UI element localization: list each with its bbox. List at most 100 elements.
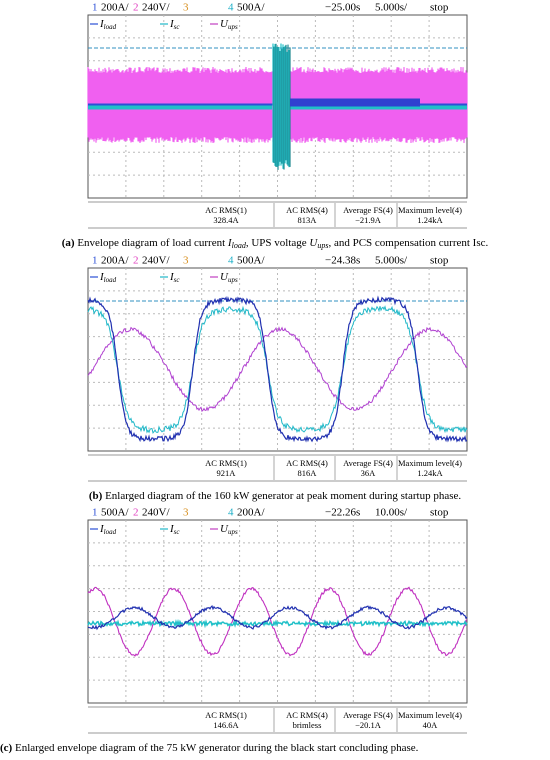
timebase: 10.00s/ (375, 507, 408, 519)
measure-label: AC RMS(1) (205, 458, 247, 468)
caption: (c) Enlarged envelope diagram of the 75 … (0, 742, 419, 754)
caption-segment: (b) (89, 490, 103, 502)
channel-number: 3 (183, 255, 189, 267)
channel-scale: 240V/ (142, 255, 170, 267)
load-current (87, 295, 468, 443)
legend-subscript: ups (228, 276, 238, 284)
caption: (a) Envelope diagram of load current Ilo… (62, 237, 489, 250)
measure-value: 813A (298, 215, 318, 225)
caption-segment: Enlarged diagram of the 160 kW generator… (102, 490, 461, 502)
measure-label: AC RMS(4) (286, 458, 328, 468)
status: stop (430, 255, 449, 267)
channel-number: 4 (228, 255, 234, 267)
measure-value: 40A (423, 720, 439, 730)
channel-scale: 200A/ (101, 255, 129, 267)
measure-value: 328.4A (213, 215, 239, 225)
legend-subscript: sc (174, 528, 181, 536)
channel-number: 3 (183, 2, 189, 14)
channel-scale: 500A/ (101, 507, 129, 519)
legend-symbol: U (220, 523, 229, 535)
caption-segment: Enlarged envelope diagram of the 75 kW g… (12, 742, 418, 754)
delay: −25.00s (325, 2, 360, 14)
channel-scale: 500A/ (237, 255, 265, 267)
waveforms (87, 295, 468, 443)
legend-subscript: load (104, 528, 117, 536)
caption-segment: ups (317, 241, 328, 250)
measure-label: AC RMS(1) (205, 205, 247, 215)
panel: 1 200A/2 240V/3 4 500A/ −24.38s 5.000s/stop Ilo… (87, 255, 468, 502)
measure-value: 1.24kA (417, 215, 443, 225)
measure-value: 146.6A (213, 720, 239, 730)
legend-entry: Uups (220, 271, 238, 284)
channel-scale: 200A/ (101, 2, 129, 14)
legend-entry: Isc (169, 18, 180, 31)
measure-label: AC RMS(1) (205, 710, 247, 720)
measure-value: 36A (361, 468, 377, 478)
caption-segment: load (232, 241, 247, 250)
caption-segment: I (227, 237, 233, 249)
caption-segment: , UPS voltage (246, 237, 310, 249)
legend-entry: Iload (99, 523, 117, 536)
status: stop (430, 507, 449, 519)
channel-scale: 500A/ (237, 2, 265, 14)
measure-value: brimless (293, 720, 322, 730)
panel: 1 200A/2 240V/3 4 500A/ −25.00s 5.000s/stop Ilo… (62, 2, 489, 250)
legend-entry: Uups (220, 523, 238, 536)
measure-label: AC RMS(4) (286, 205, 328, 215)
channel-number: 2 (133, 255, 139, 267)
legend-subscript: ups (228, 23, 238, 31)
channel-number: 2 (133, 2, 139, 14)
compensation-current (87, 618, 468, 629)
legend-subscript: load (104, 23, 117, 31)
legend-symbol: I (99, 523, 105, 535)
channel-number: 1 (92, 507, 98, 519)
load-current-band (290, 98, 420, 107)
measure-label: Average FS(4) (343, 205, 393, 215)
channel-number: 4 (228, 507, 234, 519)
legend-symbol: I (169, 18, 175, 30)
channel-scale: 240V/ (142, 507, 170, 519)
caption-segment: U (309, 237, 318, 249)
measure-value: −20.1A (355, 720, 382, 730)
caption: (b) Enlarged diagram of the 160 kW gener… (89, 490, 462, 502)
channel-number: 3 (183, 507, 189, 519)
ups-voltage (87, 326, 468, 412)
legend-symbol: I (169, 271, 175, 283)
measure-label: Maximum level(4) (398, 458, 462, 468)
legend-entry: Isc (169, 523, 180, 536)
legend-subscript: sc (174, 276, 181, 284)
legend-entry: Uups (220, 18, 238, 31)
compensation-current (87, 305, 468, 434)
measure-label: Average FS(4) (343, 458, 393, 468)
measure-value: 921A (217, 468, 237, 478)
legend-symbol: U (220, 18, 229, 30)
waveforms (87, 43, 468, 170)
legend-symbol: I (99, 18, 105, 30)
timebase: 5.000s/ (375, 2, 408, 14)
legend-entry: Isc (169, 271, 180, 284)
measure-value: 1.24kA (417, 468, 443, 478)
legend-entry: Iload (99, 18, 117, 31)
caption-segment: Envelope diagram of load current (75, 237, 228, 249)
waveforms (87, 586, 468, 657)
measure-value: 816A (298, 468, 318, 478)
legend-subscript: sc (174, 23, 181, 31)
caption-segment: (a) (62, 237, 75, 249)
measure-label: AC RMS(4) (286, 710, 328, 720)
channel-number: 1 (92, 255, 98, 267)
panel: 1 500A/2 240V/3 4 200A/ −22.26s 10.00s/stop Ilo… (0, 507, 468, 754)
legend-symbol: U (220, 271, 229, 283)
status: stop (430, 2, 449, 14)
channel-number: 1 (92, 2, 98, 14)
measure-value: −21.9A (355, 215, 382, 225)
caption-segment: , and PCS compensation current Isc. (328, 237, 488, 249)
ups-voltage (87, 586, 468, 657)
channel-number: 4 (228, 2, 234, 14)
load-current (87, 605, 468, 631)
delay: −22.26s (325, 507, 360, 519)
measure-label: Average FS(4) (343, 710, 393, 720)
delay: −24.38s (325, 255, 360, 267)
legend-symbol: I (99, 271, 105, 283)
legend-entry: Iload (99, 271, 117, 284)
